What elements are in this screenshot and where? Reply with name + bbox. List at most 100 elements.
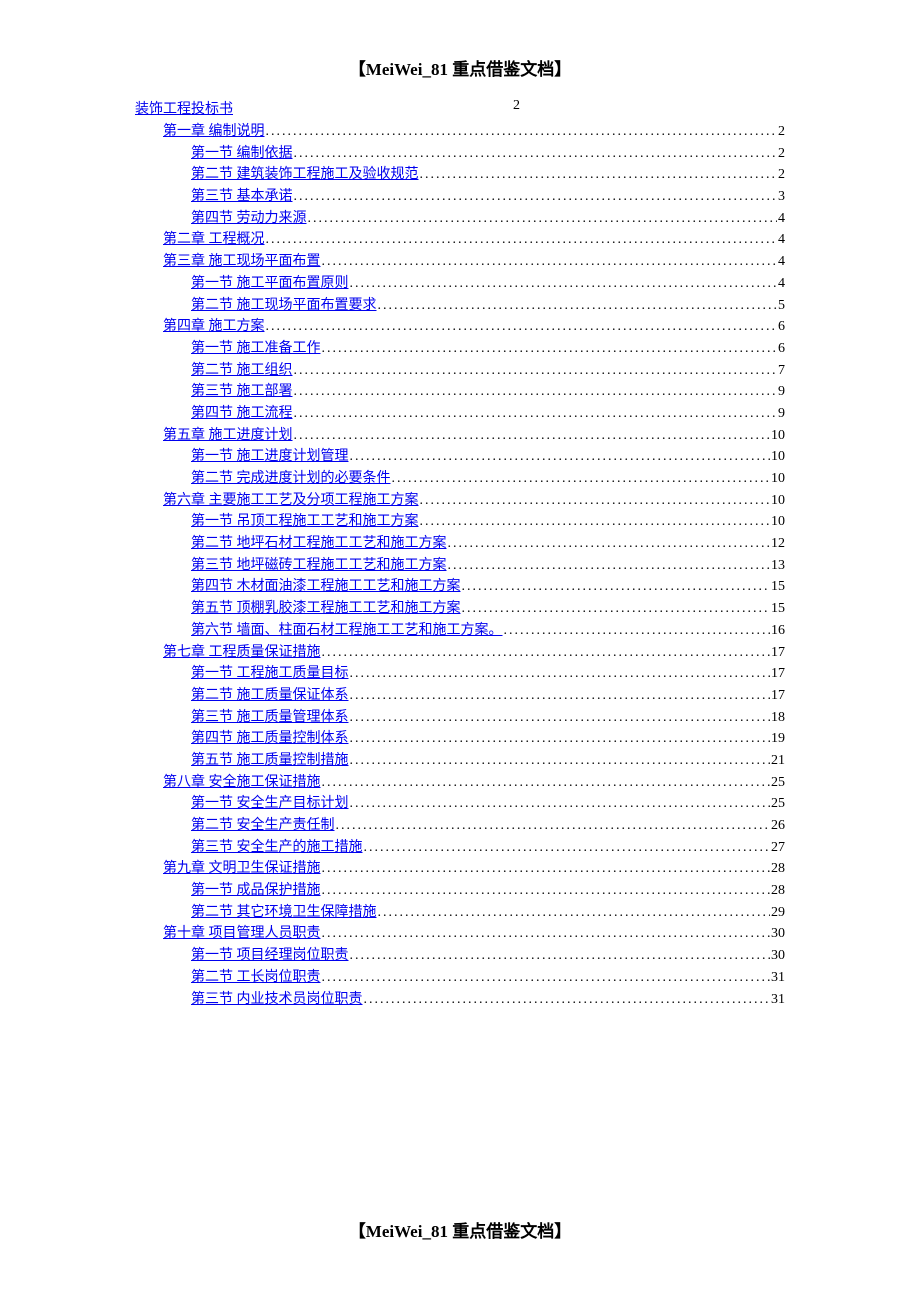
page-footer: 【MeiWei_81 重点借鉴文档】 xyxy=(0,1217,920,1242)
toc-entry: 第四节 劳动力来源4 xyxy=(191,208,785,230)
toc-dots xyxy=(336,815,771,837)
toc-entry: 第四节 施工质量控制体系19 xyxy=(191,728,785,750)
toc-link[interactable]: 第二节 地坪石材工程施工工艺和施工方案 xyxy=(191,533,447,555)
toc-dots xyxy=(378,902,771,924)
toc-link[interactable]: 第三节 内业技术员岗位职责 xyxy=(191,989,363,1011)
toc-link[interactable]: 第二节 施工质量保证体系 xyxy=(191,685,349,707)
toc-link[interactable]: 第十章 项目管理人员职责 xyxy=(163,923,321,945)
toc-entry: 第二节 施工组织 7 xyxy=(191,360,785,382)
toc-dots xyxy=(294,143,778,165)
toc-link[interactable]: 第四节 劳动力来源 xyxy=(191,208,307,230)
toc-link[interactable]: 第三节 安全生产的施工措施 xyxy=(191,837,363,859)
toc-entry: 第五章 施工进度计划 10 xyxy=(163,425,785,447)
toc-page-number: 27 xyxy=(771,837,785,859)
main-title-link[interactable]: 装饰工程投标书 xyxy=(135,98,233,118)
toc-page-number: 28 xyxy=(771,858,785,880)
toc-link[interactable]: 第九章 文明卫生保证措施 xyxy=(163,858,321,880)
toc-entry: 第三节 内业技术员岗位职责 31 xyxy=(191,989,785,1011)
toc-link[interactable]: 第一节 吊顶工程施工工艺和施工方案 xyxy=(191,511,419,533)
toc-dots xyxy=(322,880,771,902)
toc-link[interactable]: 第二节 建筑装饰工程施工及验收规范 xyxy=(191,164,419,186)
toc-page-number: 18 xyxy=(771,707,785,729)
toc-link[interactable]: 第一节 项目经理岗位职责 xyxy=(191,945,349,967)
toc-link[interactable]: 第四节 施工流程 xyxy=(191,403,293,425)
toc-entry: 第三节 安全生产的施工措施 27 xyxy=(191,837,785,859)
toc-entry: 第三节 施工质量管理体系 18 xyxy=(191,707,785,729)
toc-entry: 第八章 安全施工保证措施25 xyxy=(163,772,785,794)
toc-page-number: 16 xyxy=(771,620,785,642)
toc-entry: 第六章 主要施工工艺及分项工程施工方案10 xyxy=(163,490,785,512)
toc-entry: 第二节 施工现场平面布置要求5 xyxy=(191,295,785,317)
toc-page-number: 25 xyxy=(771,793,785,815)
toc-page-number: 12 xyxy=(771,533,785,555)
toc-dots xyxy=(322,967,771,989)
toc-dots xyxy=(266,121,778,143)
toc-link[interactable]: 第三节 地坪磁砖工程施工工艺和施工方案 xyxy=(191,555,447,577)
toc-page-number: 17 xyxy=(771,642,785,664)
toc-dots xyxy=(294,186,778,208)
toc-entry: 第一节 安全生产目标计划 25 xyxy=(191,793,785,815)
toc-link[interactable]: 第三节 施工部署 xyxy=(191,381,293,403)
page-container: 【MeiWei_81 重点借鉴文档】 装饰工程投标书 2 第一章 编制说明2第一… xyxy=(0,0,920,1010)
toc-link[interactable]: 第二节 其它环境卫生保障措施 xyxy=(191,902,377,924)
toc-link[interactable]: 第二章 工程概况 xyxy=(163,229,265,251)
toc-dots xyxy=(266,316,778,338)
toc-entry: 第一节 吊顶工程施工工艺和施工方案10 xyxy=(191,511,785,533)
toc-dots xyxy=(322,338,778,360)
toc-link[interactable]: 第一节 施工进度计划管理 xyxy=(191,446,349,468)
toc-entry: 第一节 施工准备工作6 xyxy=(191,338,785,360)
toc-link[interactable]: 第七章 工程质量保证措施 xyxy=(163,642,321,664)
toc-link[interactable]: 第一节 成品保护措施 xyxy=(191,880,321,902)
toc-link[interactable]: 第一节 编制依据 xyxy=(191,143,293,165)
toc-entry: 第五节 施工质量控制措施21 xyxy=(191,750,785,772)
toc-link[interactable]: 第一章 编制说明 xyxy=(163,121,265,143)
toc-link[interactable]: 第六章 主要施工工艺及分项工程施工方案 xyxy=(163,490,419,512)
toc-page-number: 4 xyxy=(778,229,785,251)
toc-link[interactable]: 第一节 施工平面布置原则 xyxy=(191,273,349,295)
toc-entry: 第四节 木材面油漆工程施工工艺和施工方案15 xyxy=(191,576,785,598)
toc-dots xyxy=(266,229,778,251)
toc-page-number: 13 xyxy=(771,555,785,577)
toc-dots xyxy=(294,425,771,447)
toc-link[interactable]: 第二节 施工现场平面布置要求 xyxy=(191,295,377,317)
toc-dots xyxy=(322,251,778,273)
toc-link[interactable]: 第八章 安全施工保证措施 xyxy=(163,772,321,794)
toc-dots xyxy=(350,707,771,729)
toc-page-number: 30 xyxy=(771,945,785,967)
toc-link[interactable]: 第五章 施工进度计划 xyxy=(163,425,293,447)
toc-link[interactable]: 第二节 工长岗位职责 xyxy=(191,967,321,989)
toc-link[interactable]: 第四节 施工质量控制体系 xyxy=(191,728,349,750)
toc-page-number: 31 xyxy=(771,989,785,1011)
toc-dots xyxy=(350,945,771,967)
toc-page-number: 10 xyxy=(771,468,785,490)
toc-link[interactable]: 第五节 顶棚乳胶漆工程施工工艺和施工方案 xyxy=(191,598,461,620)
toc-link[interactable]: 第二节 施工组织 xyxy=(191,360,293,382)
toc-page-number: 30 xyxy=(771,923,785,945)
toc-entry: 第十章 项目管理人员职责 30 xyxy=(163,923,785,945)
toc-link[interactable]: 第五节 施工质量控制措施 xyxy=(191,750,349,772)
toc-link[interactable]: 第二节 安全生产责任制 xyxy=(191,815,335,837)
toc-page-number: 6 xyxy=(778,316,785,338)
toc-page-number: 7 xyxy=(778,360,785,382)
toc-link[interactable]: 第三章 施工现场平面布置 xyxy=(163,251,321,273)
toc-link[interactable]: 第一节 施工准备工作 xyxy=(191,338,321,360)
toc-link[interactable]: 第六节 墙面、柱面石材工程施工工艺和施工方案。 xyxy=(191,620,503,642)
toc-page-number: 10 xyxy=(771,425,785,447)
toc-page-number: 17 xyxy=(771,685,785,707)
toc-dots xyxy=(308,208,778,230)
toc-link[interactable]: 第二节 完成进度计划的必要条件 xyxy=(191,468,391,490)
toc-entry: 第六节 墙面、柱面石材工程施工工艺和施工方案。 16 xyxy=(191,620,785,642)
toc-dots xyxy=(504,620,771,642)
toc-page-number: 2 xyxy=(778,143,785,165)
toc-link[interactable]: 第一节 安全生产目标计划 xyxy=(191,793,349,815)
toc-page-number: 9 xyxy=(778,381,785,403)
toc-entry: 第一节 项目经理岗位职责 30 xyxy=(191,945,785,967)
toc-link[interactable]: 第三节 基本承诺 xyxy=(191,186,293,208)
toc-link[interactable]: 第四章 施工方案 xyxy=(163,316,265,338)
toc-link[interactable]: 第一节 工程施工质量目标 xyxy=(191,663,349,685)
toc-dots xyxy=(392,468,771,490)
toc-dots xyxy=(420,490,771,512)
toc-link[interactable]: 第三节 施工质量管理体系 xyxy=(191,707,349,729)
toc-entry: 第一节 成品保护措施28 xyxy=(191,880,785,902)
toc-link[interactable]: 第四节 木材面油漆工程施工工艺和施工方案 xyxy=(191,576,461,598)
